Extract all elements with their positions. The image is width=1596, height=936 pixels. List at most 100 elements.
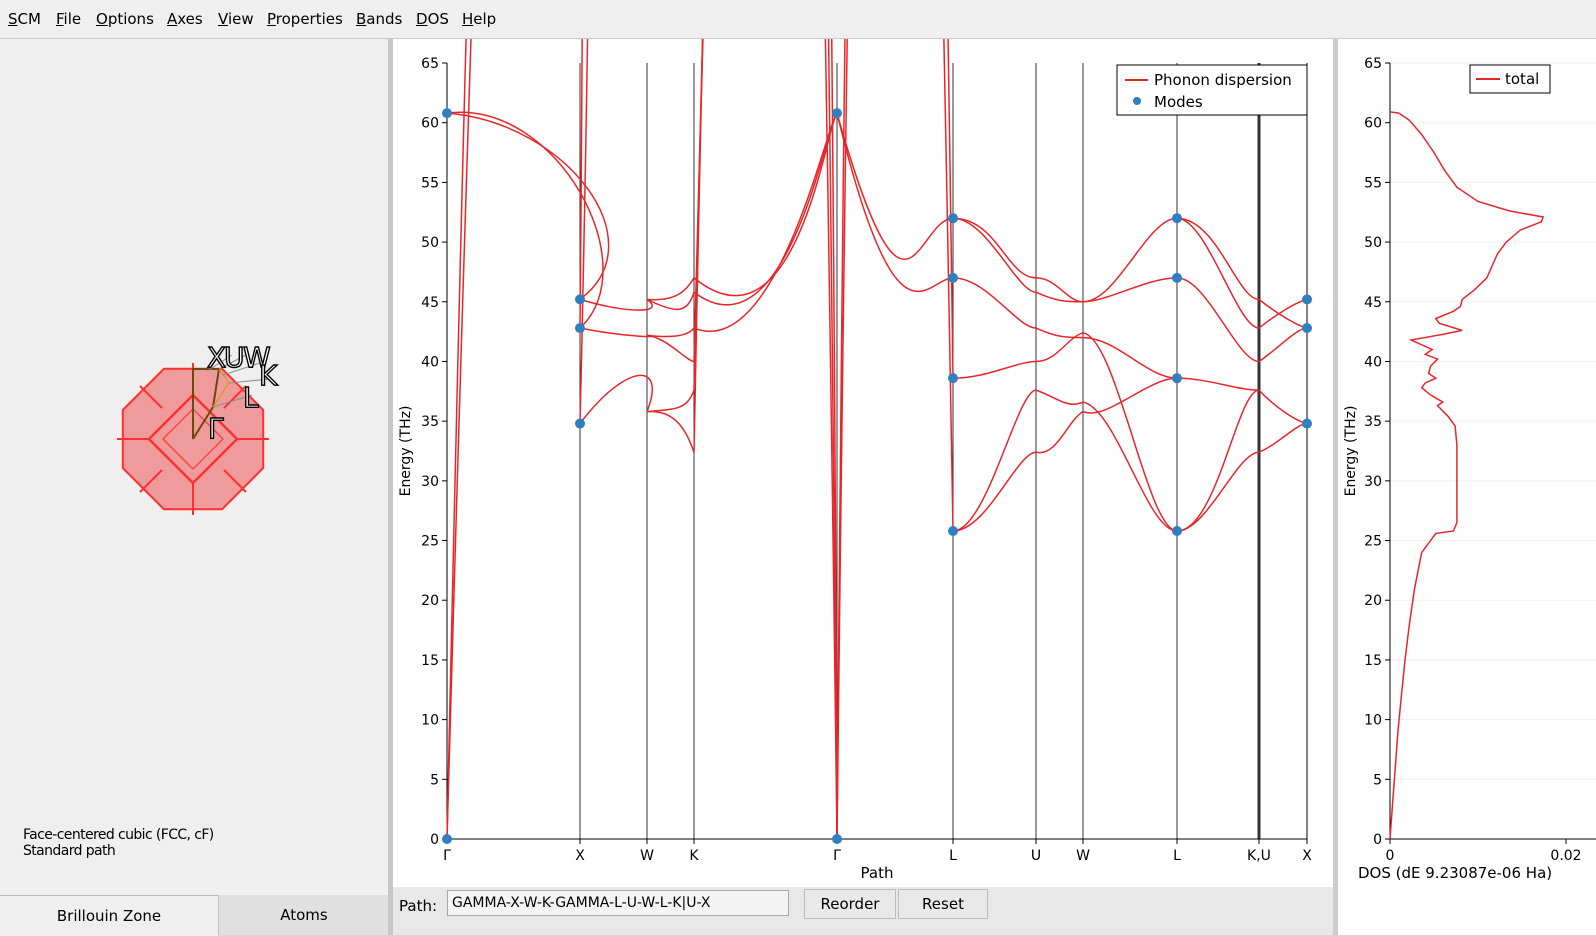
- dispersion-curve: [693, 112, 838, 332]
- x-tick-label: K: [689, 848, 699, 864]
- menu-view[interactable]: View: [218, 10, 254, 28]
- menu-accelerator: F: [56, 10, 64, 28]
- dispersion-curve: [952, 217, 1037, 293]
- bz-edge: [139, 469, 163, 493]
- menu-accelerator: V: [218, 10, 228, 28]
- x-tick-label: W: [640, 848, 654, 864]
- y-tick-label: 50: [1364, 235, 1382, 251]
- dispersion-curve: [1082, 401, 1178, 532]
- dispersion-curve: [836, 112, 954, 261]
- dispersion-curve: [836, 39, 954, 840]
- reorder-button[interactable]: Reorder: [804, 889, 896, 919]
- menu-label-rest: elp: [473, 10, 497, 28]
- menu-accelerator: H: [462, 10, 474, 28]
- x-tick-label: K,U: [1247, 848, 1271, 864]
- dispersion-curve: [1176, 217, 1260, 301]
- path-type-label: Standard path: [23, 843, 116, 859]
- mode-point: [1302, 294, 1312, 305]
- tab-brillouin-zone[interactable]: Brillouin Zone: [0, 895, 218, 936]
- dispersion-curve: [952, 451, 1037, 532]
- bz-label-leader: [218, 354, 247, 370]
- dos-chart[interactable]: 0 5 10 15 20 25 30 35 40 45 50 55 60 65 0 0.02 Energy (T…: [1338, 39, 1596, 935]
- y-tick-label: 5: [430, 772, 439, 788]
- bz-point-label: L: [243, 381, 259, 414]
- y-tick-label: 20: [421, 593, 439, 609]
- mode-point: [575, 294, 585, 305]
- dispersion-curve: [1176, 277, 1260, 363]
- menu-label-rest: OS: [427, 10, 449, 28]
- menu-bar: SCM File Options Axes View Properties Bands DOS…: [0, 0, 1596, 39]
- y-tick-label: 0: [1373, 832, 1382, 848]
- x-tick-label: 0: [1386, 848, 1395, 864]
- menu-scm[interactable]: SCM: [8, 10, 41, 28]
- dispersion-curve: [693, 39, 838, 840]
- y-tick-label: 35: [421, 414, 439, 430]
- menu-properties[interactable]: Properties: [267, 10, 343, 28]
- mode-point: [832, 834, 842, 844]
- right-splitter-handle[interactable]: [1333, 39, 1338, 935]
- y-tick-label: 25: [1364, 534, 1382, 550]
- tab-atoms[interactable]: Atoms: [218, 895, 389, 935]
- menu-options[interactable]: Options: [96, 10, 154, 28]
- y-tick-label: 30: [1364, 474, 1382, 490]
- y-tick-label: 0: [430, 832, 439, 848]
- legend-entry: total: [1505, 70, 1539, 88]
- menu-dos[interactable]: DOS: [416, 10, 449, 28]
- reset-button[interactable]: Reset: [898, 889, 988, 919]
- y-tick-label: 30: [421, 474, 439, 490]
- left-splitter-handle[interactable]: [388, 39, 393, 935]
- y-tick-label: 45: [421, 295, 439, 311]
- y-axis-label: Energy (THz): [398, 406, 414, 497]
- y-tick-label: 50: [421, 235, 439, 251]
- dispersion-curve: [446, 39, 583, 840]
- dispersion-curve: [836, 39, 954, 840]
- bz-label-leader: [212, 394, 253, 408]
- dispersion-curve: [1258, 298, 1308, 329]
- bz-point-label: X: [207, 341, 226, 374]
- dispersion-curve: [1082, 336, 1178, 379]
- y-tick-label: 55: [1364, 175, 1382, 191]
- y-tick-label: 40: [1364, 354, 1382, 370]
- mode-point: [948, 373, 958, 384]
- dispersion-curve: [1035, 327, 1084, 339]
- x-tick-label: 0.02: [1550, 848, 1581, 864]
- band-structure-chart[interactable]: 0 5 10 15 20 25 30 35 40 45 50 55 60 65 Γ X W K Γ L U W L K,U X P…: [393, 39, 1333, 887]
- dispersion-curve: [1176, 451, 1260, 532]
- mode-point: [948, 525, 958, 536]
- dispersion-curve: [1258, 422, 1308, 453]
- bz-edge: [139, 385, 163, 409]
- y-tick-label: 55: [421, 175, 439, 191]
- bz-label-leader: [206, 354, 233, 372]
- bz-point-label: Γ: [208, 412, 224, 445]
- menu-help[interactable]: Help: [462, 10, 496, 28]
- bz-point-label: U: [224, 341, 245, 374]
- mode-point: [575, 418, 585, 429]
- y-tick-label: 40: [421, 354, 439, 370]
- mode-point: [442, 108, 452, 119]
- menu-axes[interactable]: Axes: [167, 10, 203, 28]
- dispersion-curve: [952, 360, 1037, 379]
- y-tick-label: 65: [421, 56, 439, 72]
- menu-label-rest: ands: [366, 10, 403, 28]
- x-tick-label: L: [949, 848, 957, 864]
- mode-point: [1172, 525, 1182, 536]
- x-tick-label: L: [1173, 848, 1181, 864]
- dispersion-curve: [1035, 277, 1084, 303]
- path-input[interactable]: [447, 890, 789, 916]
- menu-bands[interactable]: Bands: [356, 10, 402, 28]
- dispersion-curve: [836, 112, 954, 293]
- dispersion-curve: [693, 39, 838, 840]
- menu-file[interactable]: File: [56, 10, 81, 28]
- dispersion-curve: [1176, 217, 1260, 329]
- menu-label-rest: CM: [17, 10, 41, 28]
- dispersion-curve: [446, 111, 604, 329]
- dispersion-curve: [1082, 277, 1178, 303]
- mode-point: [1172, 272, 1182, 283]
- y-tick-label: 65: [1364, 56, 1382, 72]
- mode-point: [1302, 323, 1312, 334]
- dispersion-curve: [1082, 377, 1178, 414]
- x-tick-label: Γ: [443, 848, 451, 864]
- legend-entry: Phonon dispersion: [1154, 71, 1292, 89]
- menu-label-rest: roperties: [275, 10, 343, 28]
